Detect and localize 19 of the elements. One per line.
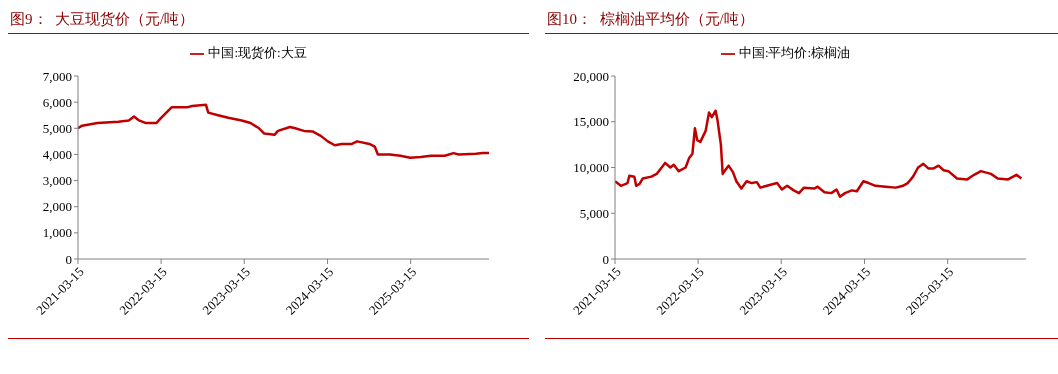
- line-series: [78, 103, 489, 160]
- legend-label: 中国:现货价:大豆: [208, 45, 307, 60]
- line-series: [615, 109, 1023, 199]
- y-tick-label: 5,000: [579, 205, 609, 221]
- chart-title: 图9： 大豆现货价（元/吨）: [8, 8, 529, 34]
- y-tick-label: 15,000: [573, 114, 609, 130]
- y-tick-label: 0: [65, 251, 72, 267]
- y-tick-label: 10,000: [573, 160, 609, 176]
- y-tick-label: 4,000: [42, 147, 72, 163]
- y-tick-label: 20,000: [573, 68, 609, 84]
- y-tick-label: 5,000: [42, 120, 72, 136]
- y-tick-label: 6,000: [42, 94, 72, 110]
- y-tick-label: 3,000: [42, 173, 72, 189]
- chart-title: 图10： 棕榈油平均价（元/吨）: [545, 8, 1058, 34]
- y-tick-label: 1,000: [42, 225, 72, 241]
- y-tick-label: 2,000: [42, 199, 72, 215]
- y-tick-label: 7,000: [42, 68, 72, 84]
- y-tick-label: 0: [602, 251, 609, 267]
- legend-label: 中国:平均价:棕榈油: [738, 45, 851, 60]
